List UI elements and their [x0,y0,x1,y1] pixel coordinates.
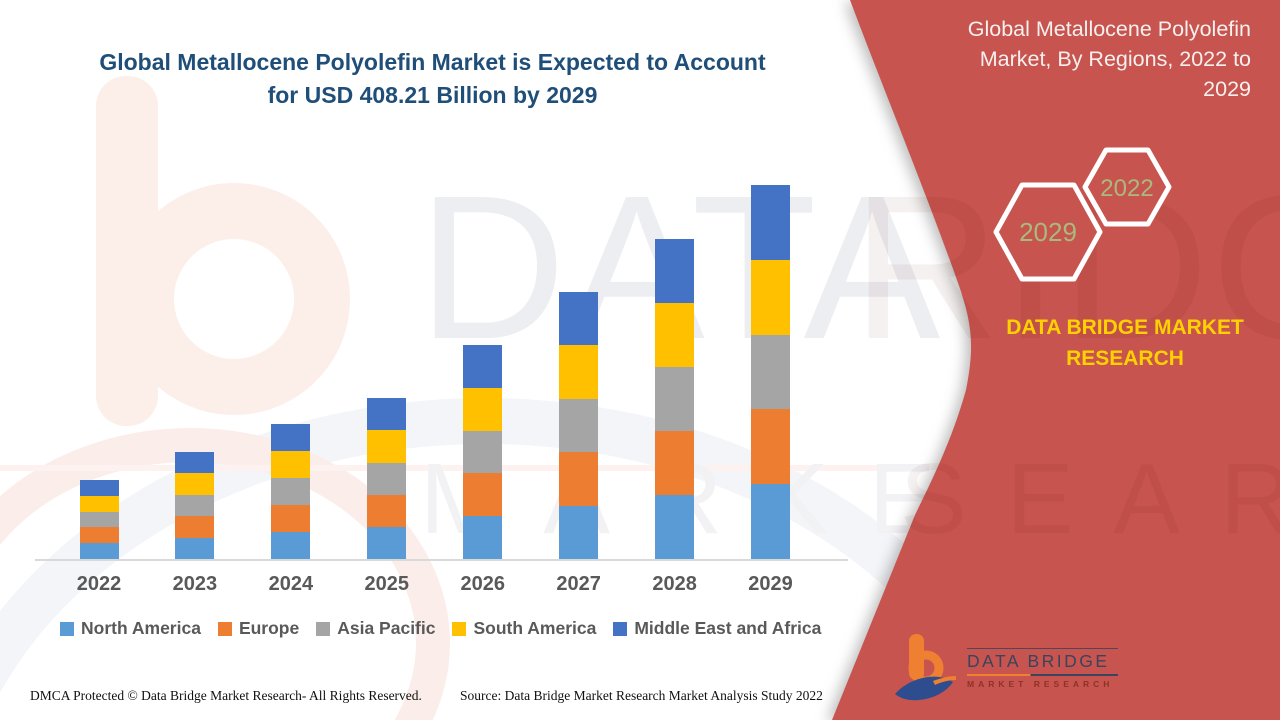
logo-subtitle-text: MARKET RESEARCH [967,678,1114,689]
bar-segment-2028-north-america [655,494,695,559]
chart-title-line-2: for USD 408.21 Billion by 2029 [267,82,598,108]
bar-segment-2029-south-america [751,259,790,335]
legend-item-asia-pacific: Asia Pacific [316,618,435,639]
data-bridge-logo-text: DATA BRIDGE MARKET RESEARCH [967,647,1118,689]
x-axis-label-2025: 2025 [364,573,410,595]
bar-segment-2027-north-america [559,505,599,559]
side-panel-title-line-2: Market, By Regions, 2022 to [979,47,1251,71]
x-axis-label-2028: 2028 [652,573,697,595]
legend-item-north-america: North America [60,618,201,639]
hexagon-2022-label: 2022 [1100,175,1153,202]
chart-title: Global Metallocene Polyolefin Market is … [60,46,805,112]
hexagon-2029 [993,182,1103,282]
legend-label: Middle East and Africa [634,618,822,638]
hexagon-2029-label: 2029 [1019,217,1077,247]
stacked-bar-2022 [79,480,119,559]
data-bridge-logo: DATA BRIDGE MARKET RESEARCH [893,630,1118,706]
bar-segment-2024-north-america [271,531,311,559]
bar-segment-2027-europe [559,452,599,506]
legend-swatch-icon [452,621,467,636]
side-panel-title-line-1: Global Metallocene Polyolefin [967,17,1251,41]
bar-segment-2028-middle-east-and-africa [655,238,695,303]
bar-segment-2025-north-america [367,526,407,559]
footer-dmca-text: DMCA Protected © Data Bridge Market Rese… [30,688,422,703]
bar-segment-2027-south-america [559,345,599,399]
bar-segment-2022-middle-east-and-africa [79,480,119,496]
x-axis-label-2029: 2029 [748,573,793,595]
hexagon-years-graphic: 2029 2022 [993,147,1172,282]
bar-segment-2024-europe [271,504,311,532]
hexagon-2022 [1082,147,1172,227]
bar-segment-2028-south-america [655,302,695,367]
legend-swatch-icon [217,621,232,636]
x-axis-label-2022: 2022 [76,573,122,595]
brand-text-line-2: RESEARCH [1066,347,1184,370]
bar-segment-2026-europe [463,473,503,517]
legend-swatch-icon [316,621,331,636]
brand-text-line-1: DATA BRIDGE MARKET [1006,316,1244,339]
legend-label: South America [473,618,597,638]
bar-segment-2029-north-america [751,484,790,559]
legend-label: Europe [238,618,300,638]
brand-text: DATA BRIDGE MARKET RESEARCH [995,312,1255,374]
chart-title-line-1: Global Metallocene Polyolefin Market is … [99,49,766,75]
legend-swatch-icon [613,621,628,636]
bar-segment-2022-europe [79,527,119,544]
legend-label: Asia Pacific [337,618,436,638]
bar-segment-2029-middle-east-and-africa [751,185,790,260]
x-axis-label-2027: 2027 [556,573,601,595]
logo-name-text: DATA BRIDGE [967,647,1118,674]
logo-divider-line [967,673,1118,676]
side-panel-title: Global Metallocene Polyolefin Market, By… [915,14,1251,104]
side-panel-title-line-3: 2029 [1203,77,1251,101]
chart-legend: North America Europe Asia Pacific South Ame… [60,618,840,639]
x-axis-labels: 2022 2023 2024 2025 2026 2027 2028 2029 [35,573,848,599]
bar-segment-2023-south-america [175,473,215,495]
footer-source-text: Source: Data Bridge Market Research Mark… [460,688,823,703]
bar-segment-2026-north-america [463,516,503,559]
bar-segment-2027-middle-east-and-africa [559,291,599,346]
bar-segment-2023-asia-pacific [175,494,215,517]
legend-item-europe: Europe [217,618,300,639]
bar-segment-2025-europe [367,494,407,527]
bar-segment-2022-asia-pacific [79,511,119,528]
bar-segment-2023-europe [175,516,215,538]
bar-segment-2029-asia-pacific [751,334,790,410]
bar-segment-2023-north-america [175,537,215,559]
bar-segment-2022-south-america [79,495,119,512]
legend-item-south-america: South America [452,618,596,639]
legend-item-middle-east-and-africa: Middle East and Africa [613,618,821,639]
legend-label: North America [81,618,201,638]
bar-segment-2026-middle-east-and-africa [463,345,503,388]
data-bridge-logo-icon [895,634,956,701]
x-axis-label-2024: 2024 [268,573,314,595]
x-axis-label-2023: 2023 [172,573,218,595]
legend-swatch-icon [60,621,74,636]
x-axis-label-2026: 2026 [460,573,505,595]
bar-segment-2024-asia-pacific [271,477,311,505]
bar-segment-2022-north-america [79,543,119,559]
